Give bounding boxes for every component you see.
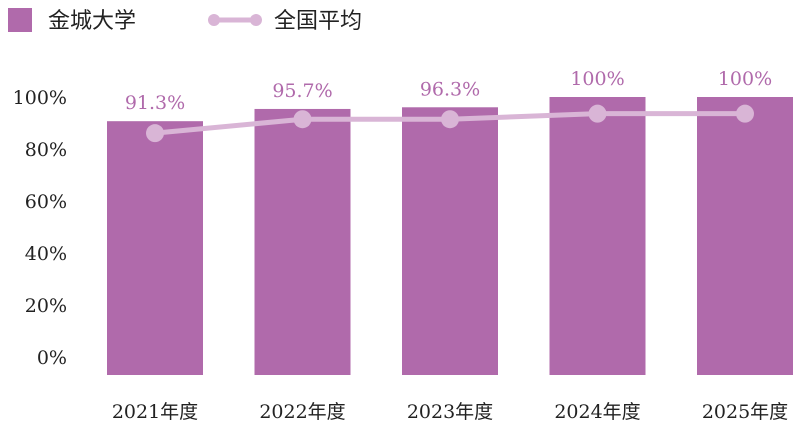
legend-label-bar: 金城大学 bbox=[48, 9, 136, 34]
bars bbox=[107, 97, 793, 375]
x-axis-labels: 2021年度 2022年度 2023年度 2024年度 2025年度 bbox=[112, 401, 788, 423]
bar bbox=[107, 121, 203, 375]
bar-data-label: 91.3% bbox=[125, 92, 185, 114]
x-tick-label: 2024年度 bbox=[554, 401, 640, 423]
legend-label-line: 全国平均 bbox=[274, 9, 362, 34]
bar-data-label: 100% bbox=[570, 68, 624, 90]
bar bbox=[549, 97, 646, 375]
average-line bbox=[146, 104, 754, 143]
average-line-point bbox=[146, 124, 164, 143]
y-tick-label: 40% bbox=[25, 243, 67, 265]
y-tick-label: 60% bbox=[25, 191, 67, 213]
average-line-point bbox=[588, 104, 607, 123]
y-tick-label: 0% bbox=[37, 347, 67, 369]
average-line-point bbox=[736, 104, 754, 123]
average-line-point bbox=[441, 110, 459, 129]
y-tick-label: 100% bbox=[13, 87, 67, 109]
x-tick-label: 2022年度 bbox=[259, 401, 345, 423]
x-tick-label: 2021年度 bbox=[112, 401, 198, 423]
y-tick-label: 80% bbox=[25, 139, 67, 161]
legend: 金城大学 全国平均 bbox=[8, 8, 362, 34]
bar bbox=[697, 97, 793, 375]
legend-swatch-line-marker-left bbox=[208, 14, 220, 26]
legend-swatch-line-marker-right bbox=[250, 14, 262, 26]
bar-data-label: 95.7% bbox=[272, 80, 332, 102]
bar-data-labels: 91.3% 95.7% 96.3% 100% 100% bbox=[125, 68, 772, 114]
bar bbox=[254, 108, 351, 375]
y-axis-ticks: 0% 20% 40% 60% 80% 100% bbox=[13, 87, 67, 369]
bar-data-label: 100% bbox=[718, 68, 772, 90]
x-tick-label: 2025年度 bbox=[702, 401, 788, 423]
legend-swatch-bar bbox=[8, 8, 32, 32]
bar bbox=[402, 107, 498, 375]
bar-data-label: 96.3% bbox=[420, 78, 480, 100]
average-line-point bbox=[293, 110, 312, 129]
y-tick-label: 20% bbox=[25, 295, 67, 317]
x-tick-label: 2023年度 bbox=[407, 401, 493, 423]
